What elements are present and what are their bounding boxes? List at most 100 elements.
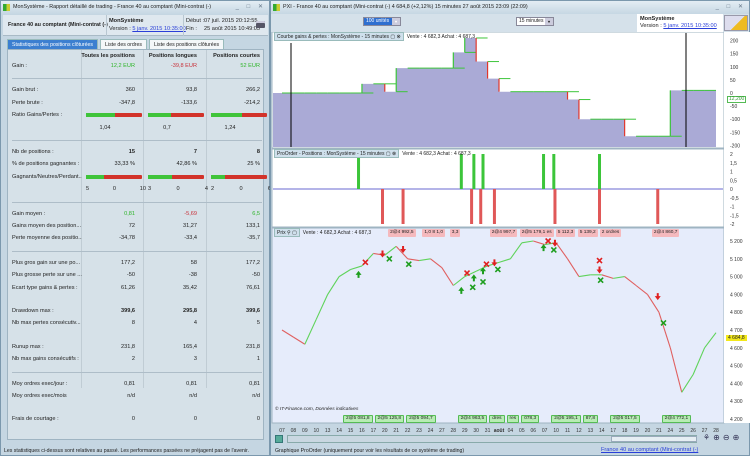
price-segment <box>293 336 306 345</box>
order-label[interactable]: 3,3 <box>449 229 461 237</box>
order-label[interactable]: 078,3 <box>521 415 540 423</box>
window-controls[interactable]: _ □ ✕ <box>235 4 266 10</box>
stat-value: n/d <box>252 393 260 399</box>
window-controls[interactable]: _ □ ✕ <box>715 4 746 10</box>
stat-value: 4 <box>193 320 197 327</box>
instrument-link[interactable]: France 40 au comptant (Mini-contrat (-) <box>601 447 699 453</box>
stat-value: 2 <box>131 356 135 363</box>
win-loss-bar <box>211 113 267 118</box>
stat-value: 177,2 <box>246 259 260 266</box>
stat-row: Plus grosse perte sur une ... -50 -38 -50 <box>8 269 265 281</box>
sell-arrow-icon <box>379 250 386 258</box>
tab-orders-list[interactable]: Liste des ordres <box>100 39 147 49</box>
stat-row: Moy ordres exec/jour : 0,81 0,81 0,81 <box>8 378 265 390</box>
order-label[interactable]: 2@5 094,7 <box>406 415 436 423</box>
stat-value: 0,81 <box>249 380 260 387</box>
order-label[interactable]: 2@5 125,8 <box>374 415 405 423</box>
col-short-positions[interactable]: Positions courtes <box>213 53 260 59</box>
zoom-icons[interactable]: ⚘⊕⊖⊕ <box>703 433 743 442</box>
stat-label: Gain brut : <box>12 87 39 94</box>
horizontal-scrollbar[interactable] <box>287 435 697 443</box>
equity-y-tick: 0 <box>730 91 733 97</box>
order-label[interactable]: 2@4 997,7 <box>489 229 518 237</box>
order-label[interactable]: 1,0 8 1,0 <box>422 229 445 237</box>
scrollbar-thumb[interactable] <box>611 436 697 442</box>
order-label[interactable]: 2@4 963,5 <box>457 415 488 423</box>
col-long-positions[interactable]: Positions longues <box>148 53 197 59</box>
timeframe-select[interactable]: 15 minutes ▾ <box>516 17 554 26</box>
price-segment <box>567 258 580 277</box>
printer-icon[interactable] <box>256 21 265 28</box>
stat-value: 35,42 <box>183 284 197 291</box>
price-segment <box>304 319 317 345</box>
stat-value: 33,33 % <box>114 161 135 168</box>
stat-value: 399,6 <box>121 308 135 314</box>
report-title-bar[interactable]: MonSystème - Rapport détaillé de trading… <box>1 1 269 14</box>
app-icon <box>3 4 10 11</box>
price-segment <box>498 258 511 263</box>
order-label[interactable]: 2@4 772,1 <box>661 415 692 423</box>
sell-arrow-icon <box>596 266 603 274</box>
stat-label: Runup max : <box>12 343 44 350</box>
disclaimer: Les statistiques ci-dessus sont relative… <box>4 448 249 454</box>
report-tabs: Statistiques des positions clôturées Lis… <box>7 39 225 49</box>
stat-value: 0,81 <box>124 210 135 217</box>
equity-y-tick: -100 <box>730 117 740 123</box>
equity-panel-header[interactable]: Courbe gains & pertes : MonSystème - 15 … <box>274 32 404 41</box>
order-label[interactable]: res <box>506 415 520 423</box>
stat-row: Gain brut : 360 93,8 266,2 <box>8 84 265 96</box>
positions-y-tick: 0 <box>730 187 733 193</box>
date-tick: 14 <box>599 428 605 434</box>
stat-row: Gagnants/Neutres/Perdant... <box>8 171 267 183</box>
tab-closed-positions-list[interactable]: Liste des positions clôturées <box>148 39 225 49</box>
stat-value: 8 <box>256 149 260 155</box>
chart-settings-icon[interactable] <box>275 435 283 443</box>
chart-title-bar[interactable]: PXI - France 40 au comptant (Mini-contra… <box>271 1 749 14</box>
date-tick: 29 <box>462 428 468 434</box>
order-label[interactable]: 2@4 860,7 <box>651 229 680 237</box>
price-segment <box>315 294 329 320</box>
position-bar <box>472 154 476 189</box>
order-label[interactable]: 2@4 992,5 <box>388 229 416 237</box>
version-link[interactable]: 5 janv. 2015 10:35:00 <box>663 23 717 29</box>
stat-value: -347,8 <box>119 99 135 106</box>
end-label: Fin : <box>186 26 197 32</box>
date-tick: 18 <box>622 428 628 434</box>
stat-value: 231,8 <box>121 343 135 350</box>
positions-panel-header[interactable]: ProOrder - Positions : MonSystème - 15 m… <box>274 149 400 158</box>
date-tick: 28 <box>451 428 457 434</box>
equity-area <box>273 37 716 148</box>
charts-area[interactable]: 200 150 100 50 0 -50 -100 -150 -200 2 1,5 1 0,5 0 -0,5… <box>271 32 750 442</box>
order-label[interactable]: 2@5 179,1 es <box>519 229 554 237</box>
tab-closed-positions-stats[interactable]: Statistiques des positions clôturées <box>7 39 99 49</box>
version-link[interactable]: 5 janv. 2015 10:35:00 <box>132 26 186 32</box>
order-label[interactable]: 5 112,3 <box>555 229 576 237</box>
price-panel-header[interactable]: Prix ⚲ ▢ <box>274 228 300 237</box>
version-label: Version : <box>640 23 662 29</box>
price-plot <box>271 227 725 424</box>
order-label[interactable]: 2@5 195,1 <box>551 415 581 423</box>
stat-value: 0 <box>131 416 135 423</box>
price-y-tick: 5 000 <box>730 275 743 281</box>
col-all-positions[interactable]: Toutes les positions <box>81 53 135 59</box>
exit-long-cross-icon <box>597 277 604 284</box>
units-select[interactable]: 100 unités ▾ <box>363 17 401 26</box>
stat-row: Gains moyen des position... 72 31,27 133,1 <box>8 220 265 232</box>
order-label[interactable]: 5 139,2 <box>577 229 598 237</box>
order-label[interactable]: 2@5 081,8 <box>343 415 373 423</box>
win-loss-bar <box>86 113 142 118</box>
stat-value: -214,2 <box>244 99 260 106</box>
order-label[interactable]: 2@5 017,5 <box>610 415 640 423</box>
date-tick: 21 <box>393 428 399 434</box>
position-bar <box>542 154 546 189</box>
position-bar <box>357 154 361 189</box>
count: 6 <box>268 183 271 195</box>
order-label[interactable]: dres <box>489 415 505 423</box>
stat-value: 5 <box>256 320 260 327</box>
date-tick: 27 <box>702 428 708 434</box>
order-label[interactable]: 87,8 <box>582 415 599 423</box>
stat-value: -35,7 <box>247 235 260 242</box>
backtest-report-icon[interactable] <box>724 15 748 31</box>
order-label[interactable]: 2 ordres <box>599 229 622 237</box>
price-y-tick: 5 200 <box>730 239 743 245</box>
